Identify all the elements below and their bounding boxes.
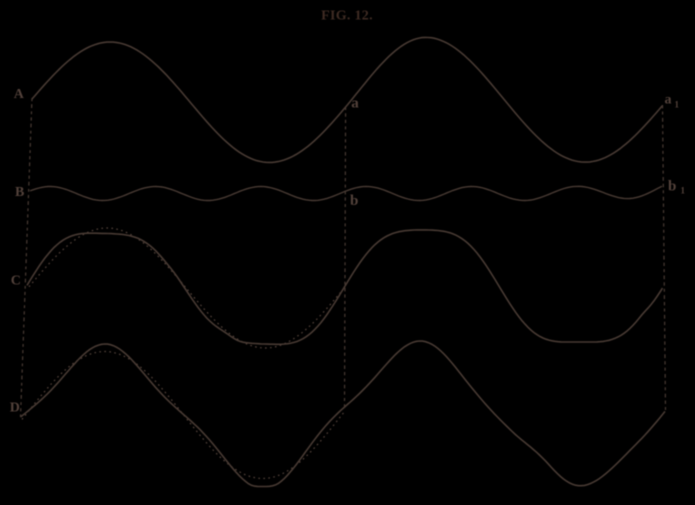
- svg-text:A: A: [14, 87, 25, 102]
- svg-text:1: 1: [681, 186, 686, 196]
- svg-text:b: b: [350, 193, 358, 209]
- svg-text:C: C: [11, 274, 21, 289]
- svg-text:D: D: [10, 401, 20, 416]
- svg-text:B: B: [15, 185, 24, 200]
- svg-text:a: a: [351, 96, 359, 112]
- svg-text:b: b: [668, 179, 676, 195]
- svg-text:FIG. 12.: FIG. 12.: [321, 9, 373, 24]
- svg-text:1: 1: [675, 100, 680, 110]
- svg-text:a: a: [665, 93, 672, 108]
